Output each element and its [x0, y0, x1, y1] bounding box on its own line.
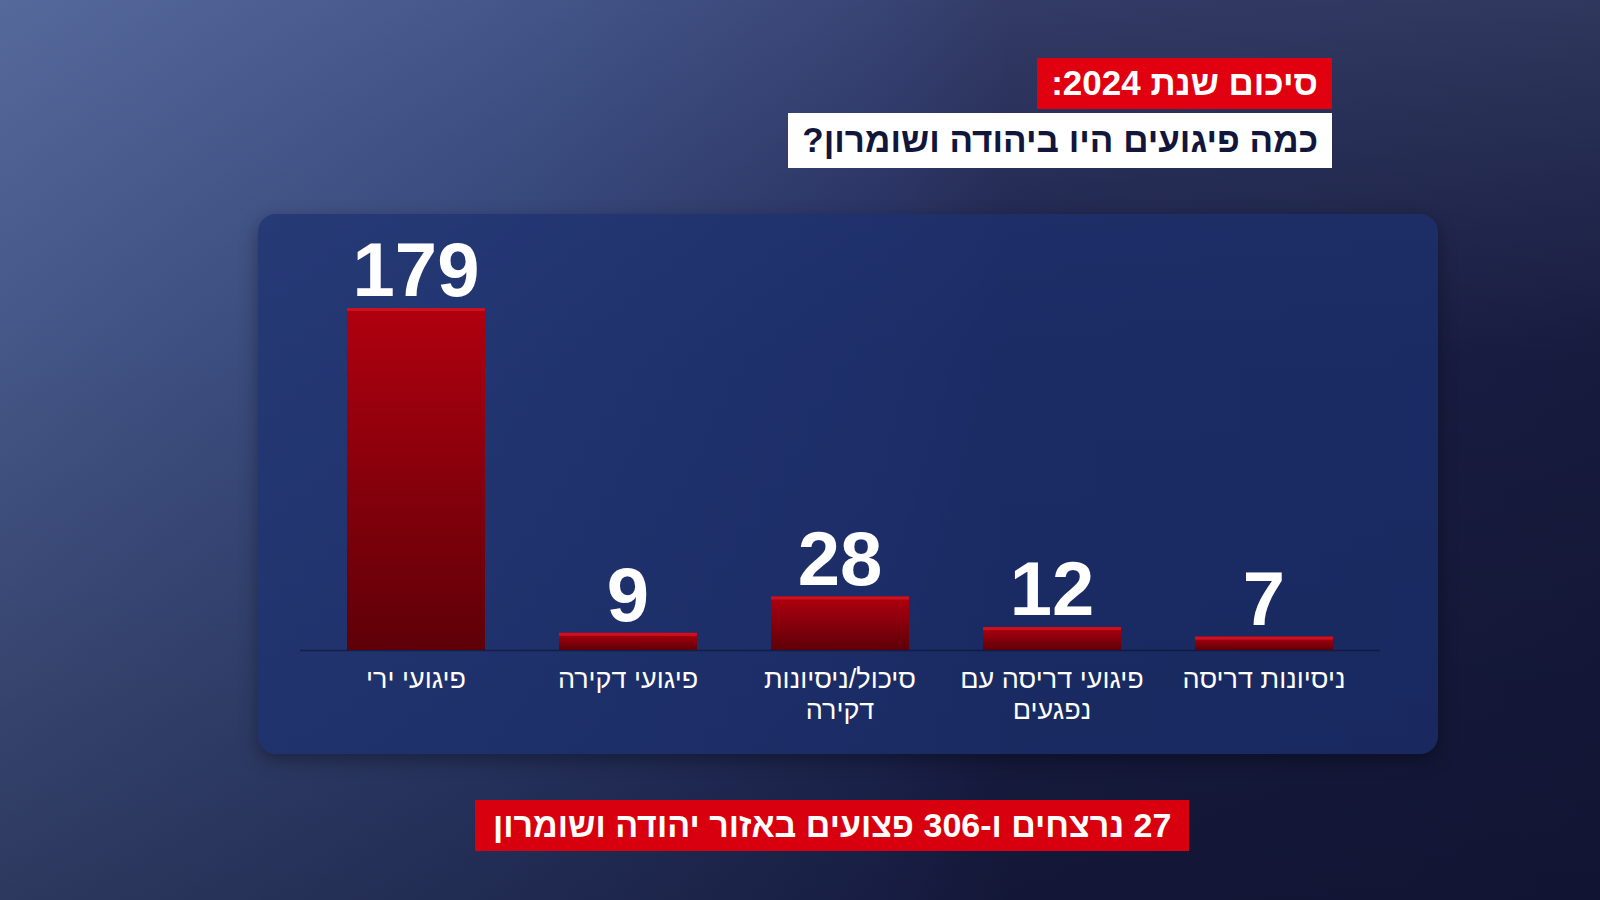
category-label: פיגועי דריסה עם נפגעים [952, 664, 1152, 726]
bars [347, 308, 1333, 650]
category-label: פיגועי דקירה [528, 664, 728, 695]
title: סיכום שנת 2024: [1037, 58, 1332, 109]
data-labels: 179 9 28 12 7 [353, 227, 1286, 641]
chart-svg: 179 9 28 12 7 [0, 0, 1600, 900]
data-label: 7 [1243, 556, 1285, 641]
data-label: 28 [798, 516, 883, 601]
subtitle: כמה פיגועים היו ביהודה ושומרון? [788, 113, 1332, 168]
category-label: פיגועי ירי [316, 664, 516, 695]
bar [347, 308, 485, 650]
data-label: 9 [607, 552, 649, 637]
category-label: סיכול/ניסיונות דקירה [740, 664, 940, 726]
data-label: 12 [1010, 546, 1095, 631]
annotation: 27 נרצחים ו-306 פצועים באזור יהודה ושומר… [475, 800, 1189, 851]
bar [771, 597, 909, 650]
data-label: 179 [353, 227, 480, 312]
category-label: ניסיונות דריסה [1164, 664, 1364, 695]
